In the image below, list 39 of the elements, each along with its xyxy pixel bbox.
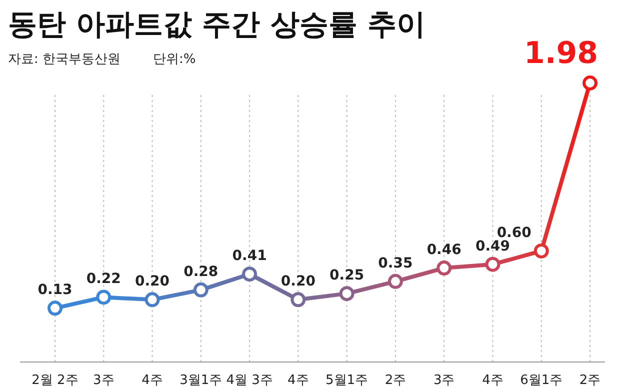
point	[485, 256, 500, 272]
x-tick-label: 4주	[142, 373, 163, 388]
data-label: 0.46	[426, 242, 462, 258]
data-label: 0.35	[378, 255, 413, 272]
point	[582, 76, 598, 90]
data-label: 0.28	[184, 264, 218, 280]
x-tick-label: 3월1주	[180, 373, 222, 388]
x-tick-label: 6월1주	[520, 373, 563, 388]
data-label: 0.41	[232, 248, 267, 264]
x-tick-label: 4월 3주	[226, 373, 273, 388]
x-tick-label: 5월1주	[326, 373, 368, 388]
data-label: 0.22	[86, 271, 121, 288]
data-label: 0.49	[475, 238, 510, 254]
x-tick-label: 2주	[384, 373, 406, 388]
point	[96, 290, 112, 305]
x-tick-label: 2월 2주	[32, 373, 78, 388]
point	[339, 286, 354, 302]
point	[290, 292, 306, 308]
data-label: 1.98	[524, 36, 598, 71]
text: 자료: 한국부동산원	[8, 52, 121, 67]
data-label: 0.20	[135, 274, 170, 290]
data-label: 0.20	[280, 274, 316, 290]
x-tick-label: 3주	[92, 373, 114, 388]
x-tick-label: 4주	[288, 373, 309, 388]
point	[48, 300, 62, 316]
point	[242, 266, 258, 282]
text: 단위:%	[153, 52, 196, 67]
chart-title: 동탄 아파트값 주간 상승률 추이	[8, 7, 426, 41]
point	[193, 282, 208, 298]
x-tick-label: 3주	[433, 373, 455, 388]
data-label: 0.60	[496, 224, 532, 241]
point	[534, 243, 549, 258]
data-label: 0.25	[330, 268, 364, 284]
point	[436, 260, 452, 276]
point	[144, 292, 160, 308]
x-tick-label: 2주	[579, 373, 601, 388]
x-tick-label: 4주	[482, 373, 504, 388]
data-label: 0.13	[38, 282, 72, 298]
point	[388, 274, 403, 289]
